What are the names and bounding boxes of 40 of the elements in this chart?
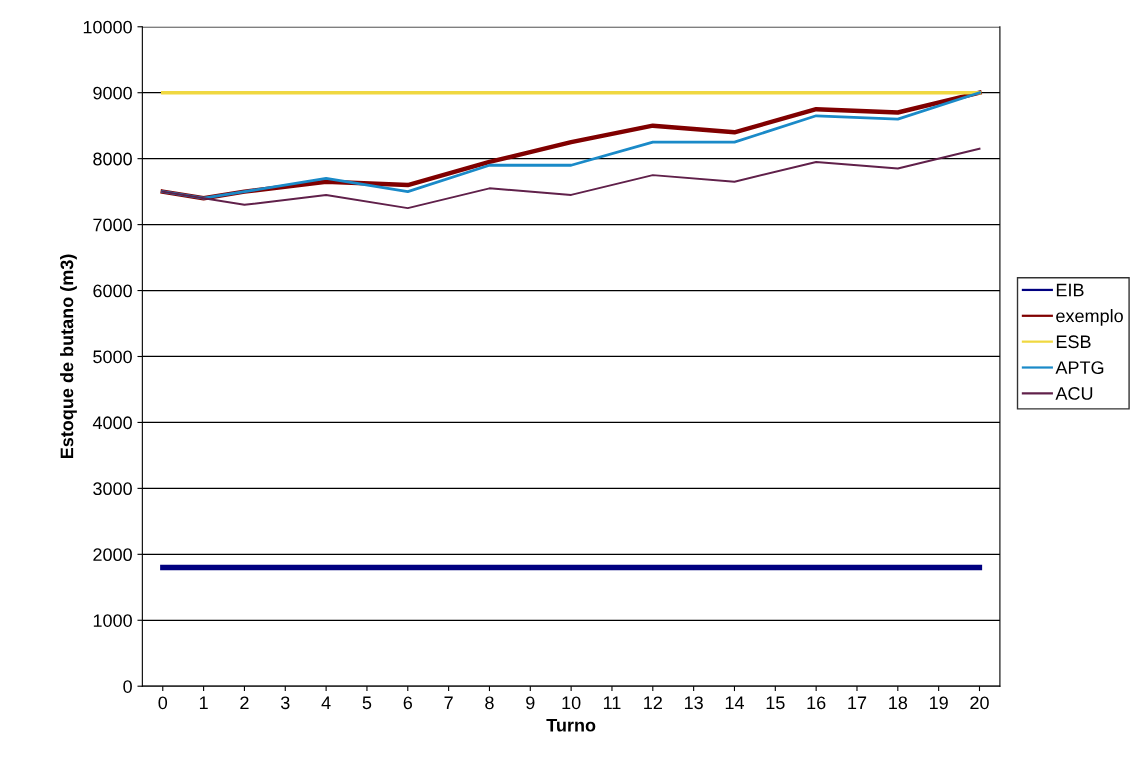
line-series: [161, 147, 981, 210]
x-tick-label: 8: [485, 696, 494, 710]
y-tick-label: 1000: [93, 614, 132, 627]
x-tick-label: 18: [889, 696, 908, 710]
x-tick-label: 15: [766, 696, 785, 710]
x-tick-label: 2: [240, 696, 249, 710]
x-tick-label: 12: [644, 696, 662, 710]
x-tick-label: 13: [684, 696, 703, 710]
x-tick-label: 14: [725, 696, 744, 710]
y-tick-label: 9000: [93, 86, 132, 100]
y-tick-label: 0: [123, 680, 132, 693]
y-tick-label: 8000: [93, 152, 132, 166]
x-tick-label: 3: [280, 696, 290, 710]
legend-label: exemplo: [1056, 309, 1123, 326]
legend-label: EIB: [1056, 283, 1084, 297]
x-tick-label: 5: [362, 696, 372, 710]
x-tick-label: 0: [158, 696, 168, 710]
x-tick-label: 16: [807, 696, 826, 710]
x-tick-label: 19: [929, 696, 948, 710]
x-tick-label: 17: [848, 696, 867, 710]
x-tick-label: 9: [526, 696, 535, 710]
x-tick-label: 11: [603, 696, 621, 710]
y-tick-label: 3000: [93, 482, 132, 496]
x-axis-title: Turno: [546, 718, 596, 732]
legend-label: ESB: [1056, 335, 1091, 349]
x-tick-label: 7: [444, 696, 453, 710]
y-tick-label: 10000: [83, 20, 132, 34]
y-tick-label: 5000: [93, 350, 132, 364]
x-tick-label: 6: [403, 696, 413, 710]
x-tick-label: 1: [199, 696, 208, 710]
y-tick-label: 6000: [93, 284, 132, 298]
legend-label: APTG: [1055, 361, 1104, 375]
y-axis-title: Estoque de butano (m3): [60, 254, 77, 459]
x-tick-label: 10: [562, 696, 581, 710]
y-tick-label: 2000: [93, 548, 132, 562]
legend-label: ACU: [1055, 387, 1093, 400]
x-tick-label: 4: [321, 696, 331, 710]
y-tick-label: 7000: [93, 218, 132, 232]
x-tick-label: 20: [970, 696, 989, 710]
y-tick-label: 4000: [92, 416, 132, 430]
